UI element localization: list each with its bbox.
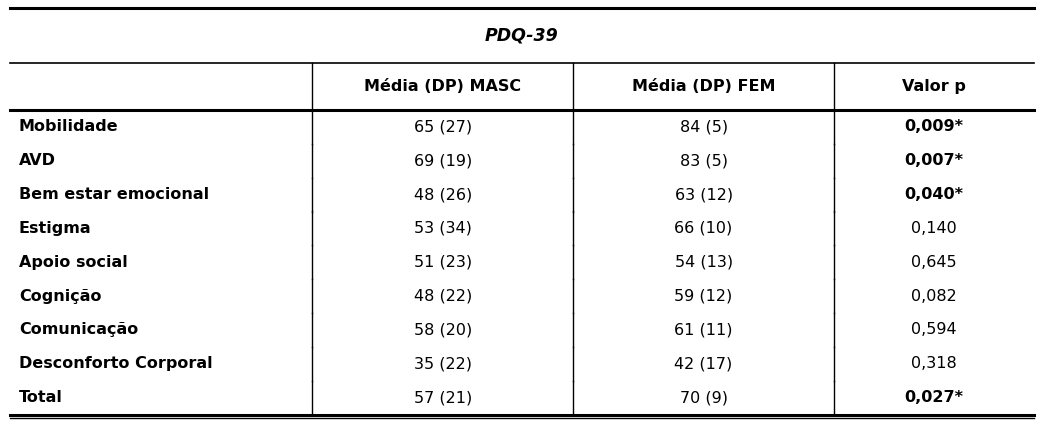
Text: 84 (5): 84 (5) — [680, 119, 728, 135]
Text: 54 (13): 54 (13) — [674, 255, 733, 270]
Text: 48 (26): 48 (26) — [413, 187, 472, 202]
Text: AVD: AVD — [19, 153, 55, 168]
Text: 0,594: 0,594 — [911, 322, 956, 338]
Text: Comunicação: Comunicação — [19, 322, 138, 338]
Text: Total: Total — [19, 390, 63, 405]
Text: PDQ-39: PDQ-39 — [485, 27, 559, 45]
Text: 53 (34): 53 (34) — [413, 221, 472, 236]
Text: Estigma: Estigma — [19, 221, 92, 236]
Text: 0,318: 0,318 — [911, 356, 956, 371]
Text: 42 (17): 42 (17) — [674, 356, 733, 371]
Text: 0,082: 0,082 — [911, 288, 956, 304]
Text: 51 (23): 51 (23) — [413, 255, 472, 270]
Text: Apoio social: Apoio social — [19, 255, 127, 270]
Text: 0,645: 0,645 — [911, 255, 956, 270]
Text: 70 (9): 70 (9) — [680, 390, 728, 405]
Text: Média (DP) MASC: Média (DP) MASC — [364, 79, 521, 94]
Text: 57 (21): 57 (21) — [413, 390, 472, 405]
Text: Bem estar emocional: Bem estar emocional — [19, 187, 209, 202]
Text: 58 (20): 58 (20) — [413, 322, 472, 338]
Text: Média (DP) FEM: Média (DP) FEM — [632, 79, 776, 94]
Text: 83 (5): 83 (5) — [680, 153, 728, 168]
Text: Valor p: Valor p — [902, 79, 966, 94]
Text: 59 (12): 59 (12) — [674, 288, 733, 304]
Text: 0,009*: 0,009* — [904, 119, 964, 135]
Text: 69 (19): 69 (19) — [413, 153, 472, 168]
Text: 61 (11): 61 (11) — [674, 322, 733, 338]
Text: 35 (22): 35 (22) — [413, 356, 472, 371]
Text: 0,040*: 0,040* — [904, 187, 964, 202]
Text: 66 (10): 66 (10) — [674, 221, 733, 236]
Text: 65 (27): 65 (27) — [413, 119, 472, 135]
Text: 0,027*: 0,027* — [904, 390, 964, 405]
Text: 63 (12): 63 (12) — [674, 187, 733, 202]
Text: Desconforto Corporal: Desconforto Corporal — [19, 356, 212, 371]
Text: Mobilidade: Mobilidade — [19, 119, 118, 135]
Text: 48 (22): 48 (22) — [413, 288, 472, 304]
Text: Cognição: Cognição — [19, 288, 101, 304]
Text: 0,007*: 0,007* — [904, 153, 964, 168]
Text: 0,140: 0,140 — [911, 221, 956, 236]
